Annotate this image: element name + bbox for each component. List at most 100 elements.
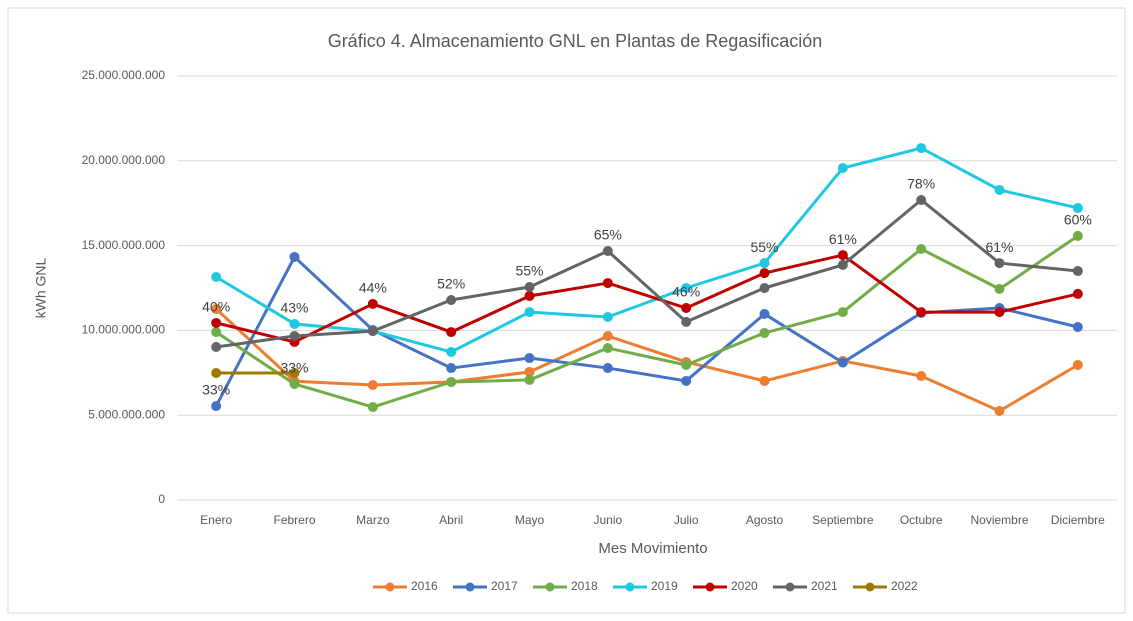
data-point <box>367 298 378 309</box>
y-tick-label: 10.000.000.000 <box>82 323 166 337</box>
x-tick-label: Noviembre <box>970 513 1028 527</box>
data-point <box>1072 202 1083 213</box>
data-point <box>681 375 692 386</box>
data-point <box>602 312 613 323</box>
annotation: 61% <box>985 239 1013 255</box>
data-point <box>916 243 927 254</box>
data-point <box>211 304 222 315</box>
x-tick-label: Mayo <box>515 513 545 527</box>
data-point <box>1072 230 1083 241</box>
data-point <box>446 346 457 357</box>
data-point <box>602 330 613 341</box>
data-point <box>289 251 300 262</box>
data-point <box>289 318 300 329</box>
annotation: 40% <box>202 299 230 315</box>
x-tick-label: Julio <box>674 513 699 527</box>
legend-label: 2017 <box>491 579 518 593</box>
annotation: 44% <box>359 280 387 296</box>
data-point <box>837 163 848 174</box>
data-point <box>759 283 770 293</box>
y-tick-label: 20.000.000.000 <box>82 153 166 167</box>
annotation: 78% <box>907 176 935 192</box>
x-tick-label: Enero <box>200 513 232 527</box>
data-point <box>289 330 300 341</box>
legend-marker <box>785 582 795 592</box>
x-tick-label: Abril <box>439 513 463 527</box>
legend-label: 2016 <box>411 579 438 593</box>
x-tick-label: Septiembre <box>812 513 874 527</box>
data-point <box>681 359 692 370</box>
legend-label: 2020 <box>731 579 758 593</box>
data-point <box>1072 288 1083 299</box>
legend-label: 2018 <box>571 579 598 593</box>
data-point <box>602 278 613 289</box>
legend-marker <box>625 582 635 592</box>
data-point <box>211 342 222 353</box>
annotation: 46% <box>672 284 700 300</box>
x-tick-label: Diciembre <box>1051 513 1105 527</box>
data-point <box>994 284 1005 295</box>
legend-label: 2021 <box>811 579 838 593</box>
annotation: 61% <box>829 231 857 247</box>
data-point <box>916 371 927 382</box>
data-point <box>524 366 535 377</box>
data-point <box>367 402 378 413</box>
annotation: 33% <box>202 382 230 398</box>
annotation: 55% <box>515 263 543 279</box>
data-point <box>211 327 222 338</box>
legend-marker <box>865 582 875 592</box>
data-point <box>1072 359 1083 370</box>
x-tick-label: Octubre <box>900 513 943 527</box>
x-axis-title: Mes Movimiento <box>598 540 707 557</box>
data-point <box>524 353 535 364</box>
data-point <box>681 303 692 314</box>
x-tick-label: Agosto <box>746 513 784 527</box>
data-point <box>446 327 457 338</box>
data-point <box>916 307 927 318</box>
x-tick-label: Febrero <box>273 513 315 527</box>
data-point <box>994 258 1005 269</box>
x-tick-label: Marzo <box>356 513 390 527</box>
annotation: 33% <box>280 360 308 376</box>
chart-title: Gráfico 4. Almacenamiento GNL en Plantas… <box>328 31 823 51</box>
data-point <box>289 367 300 378</box>
data-point <box>446 363 457 374</box>
data-point <box>759 375 770 386</box>
legend-marker <box>545 582 555 592</box>
x-tick-label: Junio <box>593 513 622 527</box>
data-point <box>602 363 613 374</box>
y-axis-title: kWh GNL <box>33 257 49 318</box>
annotation: 43% <box>280 300 308 316</box>
series-line <box>215 307 1079 413</box>
series-line <box>215 198 1078 349</box>
legend-marker <box>465 582 475 592</box>
legend-label: 2022 <box>891 579 918 593</box>
data-point <box>1072 266 1083 277</box>
legend-marker <box>705 582 715 592</box>
data-point <box>759 327 770 338</box>
data-point <box>837 250 848 261</box>
data-point <box>759 268 770 279</box>
legend-label: 2019 <box>651 579 678 593</box>
data-point <box>994 405 1005 416</box>
data-point <box>916 143 927 154</box>
data-point <box>759 258 770 269</box>
data-point <box>602 343 613 354</box>
data-point <box>837 357 848 368</box>
data-point <box>446 376 457 387</box>
series-line <box>215 253 1079 344</box>
data-point <box>211 401 222 412</box>
legend-marker <box>385 582 395 592</box>
data-point <box>289 378 300 389</box>
data-point <box>916 194 927 205</box>
series-line <box>215 234 1079 409</box>
data-point <box>994 184 1005 195</box>
annotation: 55% <box>750 239 778 255</box>
y-tick-label: 5.000.000.000 <box>88 407 165 421</box>
y-tick-label: 25.000.000.000 <box>82 68 166 82</box>
series-line <box>215 146 1079 354</box>
data-point <box>524 281 535 292</box>
data-point <box>367 380 378 391</box>
data-point <box>211 317 222 328</box>
